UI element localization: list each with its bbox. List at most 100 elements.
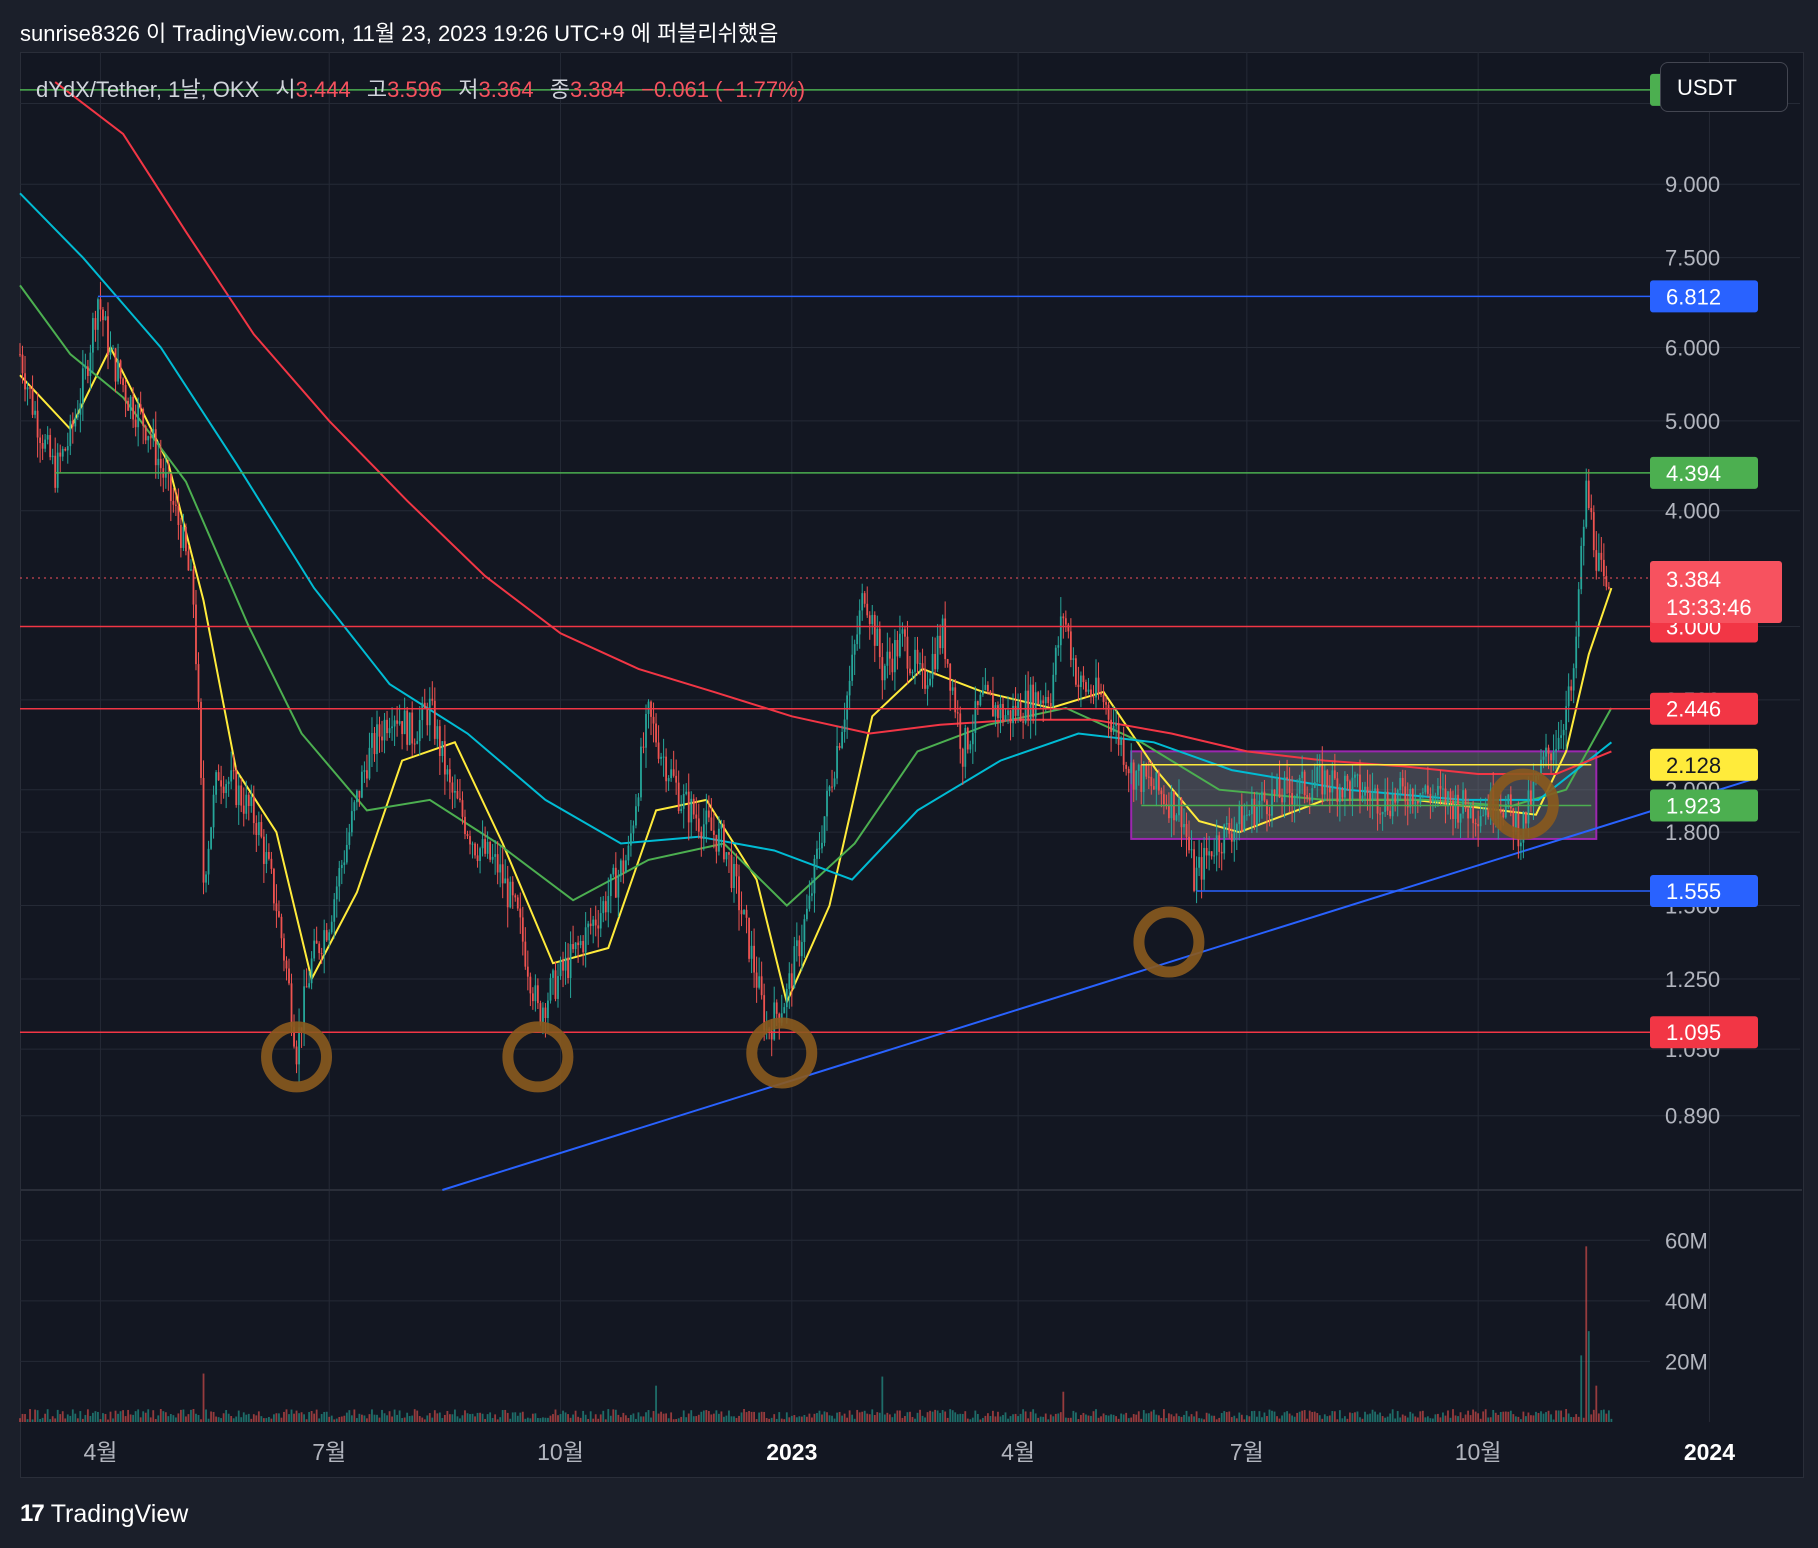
volume-bar xyxy=(929,1410,931,1422)
candle-body xyxy=(1419,793,1422,804)
volume-bar xyxy=(154,1419,157,1422)
candle-body xyxy=(959,713,962,749)
volume-bar xyxy=(438,1412,441,1422)
candle-body xyxy=(981,690,984,695)
volume-bar xyxy=(1218,1417,1221,1422)
volume-bar xyxy=(987,1413,989,1422)
candle-body xyxy=(582,941,585,953)
candle-body xyxy=(1077,684,1080,688)
candle-body xyxy=(1434,795,1437,797)
candle-body xyxy=(310,958,313,984)
volume-bar xyxy=(104,1413,107,1422)
volume-bar xyxy=(1283,1412,1286,1422)
candle-body xyxy=(1587,480,1590,509)
highlight-circle xyxy=(1487,768,1559,840)
candle-body xyxy=(826,790,828,817)
currency-button[interactable]: USDT xyxy=(1660,62,1788,112)
volume-bar xyxy=(257,1411,260,1422)
candle-body xyxy=(449,769,451,783)
volume-bar xyxy=(1029,1411,1032,1422)
volume-bar xyxy=(142,1411,145,1422)
candle-body xyxy=(624,860,627,873)
candle-body xyxy=(800,942,803,957)
candle-body xyxy=(499,864,502,873)
volume-bar xyxy=(250,1418,253,1422)
volume-bar xyxy=(1535,1411,1537,1422)
publish-note: sunrise8326 이 TradingView.com, 11월 23, 2… xyxy=(20,21,779,46)
candle-body xyxy=(149,436,152,439)
volume-bar xyxy=(640,1416,642,1422)
candle-body xyxy=(361,771,363,798)
candle-body xyxy=(119,360,122,379)
candle-body xyxy=(984,684,987,691)
volume-bar xyxy=(1494,1412,1497,1422)
candle-body xyxy=(788,973,791,989)
volume-bar xyxy=(597,1418,600,1422)
candle-body xyxy=(1442,788,1444,790)
volume-bar xyxy=(1391,1409,1394,1422)
volume-bar xyxy=(1381,1416,1384,1422)
volume-bar xyxy=(624,1415,627,1422)
candle-body xyxy=(345,844,348,863)
close-value: 3.384 xyxy=(569,77,625,102)
volume-bar xyxy=(1301,1410,1304,1422)
volume-bar xyxy=(227,1413,230,1422)
volume-bar xyxy=(1308,1410,1311,1422)
volume-bar xyxy=(562,1410,564,1422)
candle-body xyxy=(411,712,414,744)
candle-body xyxy=(1338,788,1341,803)
volume-bar xyxy=(531,1413,534,1422)
volume-bar xyxy=(914,1418,916,1422)
volume-bar xyxy=(270,1418,273,1422)
footer-brand[interactable]: 17 TradingView xyxy=(20,1497,188,1531)
volume-bar xyxy=(320,1414,323,1422)
candle-body xyxy=(1037,692,1040,704)
volume-bar xyxy=(481,1413,484,1422)
candle-body xyxy=(366,770,368,779)
volume-bar xyxy=(589,1411,592,1422)
volume-bar xyxy=(381,1409,383,1422)
candle-body xyxy=(720,824,723,829)
candle-body xyxy=(217,772,220,781)
volume-bar xyxy=(391,1416,393,1422)
volume-bar xyxy=(378,1417,381,1422)
candle-body xyxy=(939,635,942,649)
volume-bar xyxy=(567,1414,569,1422)
candle-body xyxy=(69,421,72,447)
candle-body xyxy=(71,421,74,427)
volume-bar xyxy=(1037,1417,1040,1422)
candle-body xyxy=(1318,764,1321,768)
candle-body xyxy=(257,822,260,835)
volume-bar xyxy=(373,1414,376,1422)
candle-body xyxy=(66,446,69,451)
candle-body xyxy=(705,810,708,825)
volume-bar xyxy=(989,1415,992,1422)
volume-bar xyxy=(1019,1413,1022,1422)
candle-body xyxy=(1474,823,1477,825)
volume-bar xyxy=(1452,1409,1454,1422)
moving-average-line xyxy=(19,345,1613,1006)
volume-bar xyxy=(94,1411,97,1422)
volume-bar xyxy=(1140,1418,1143,1422)
candle-body xyxy=(1012,705,1014,724)
candle-body xyxy=(92,318,94,353)
candle-body xyxy=(1064,618,1067,625)
volume-bar xyxy=(157,1415,160,1422)
candle-body xyxy=(1585,480,1588,527)
volume-bar xyxy=(1203,1419,1206,1422)
candle-body xyxy=(1115,723,1118,726)
candle-body xyxy=(222,786,225,794)
volume-bar xyxy=(343,1415,346,1422)
candle-body xyxy=(159,458,162,469)
candle-body xyxy=(1208,851,1211,856)
volume-bar xyxy=(1190,1414,1193,1422)
volume-bar xyxy=(1522,1411,1525,1422)
close-label: 종 xyxy=(549,77,570,102)
volume-bar xyxy=(1562,1417,1565,1422)
volume-bar xyxy=(805,1416,808,1422)
volume-bar xyxy=(426,1415,429,1422)
candle-body xyxy=(1102,694,1105,703)
volume-bar xyxy=(521,1411,524,1422)
volume-bar xyxy=(69,1415,72,1422)
